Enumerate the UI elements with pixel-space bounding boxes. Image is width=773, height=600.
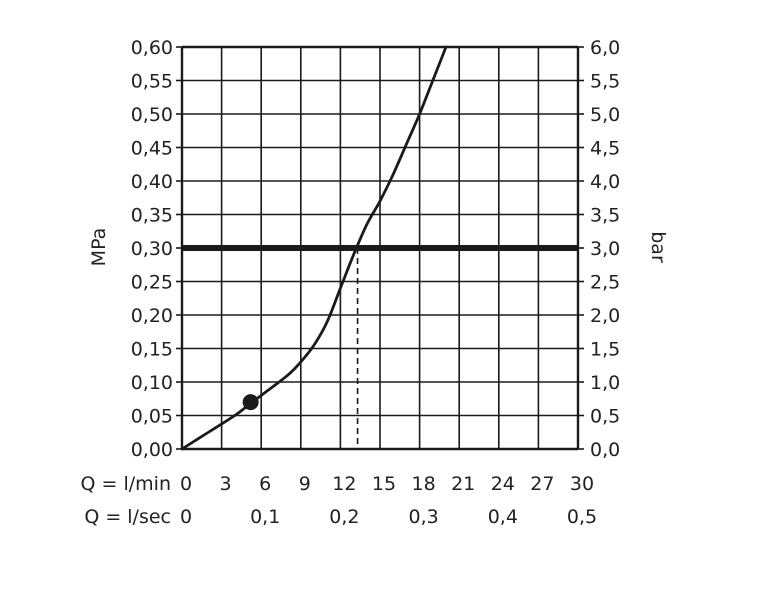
x-tick-label-lsec: 0,4	[488, 506, 518, 528]
x-tick-label-lmin: 9	[299, 473, 311, 495]
y-tick-label-left: 0,45	[131, 138, 173, 160]
y-tick-label-left: 0,10	[131, 372, 173, 394]
x-tick-label-lmin: 27	[530, 473, 554, 495]
y-tick-label-left: 0,40	[131, 171, 173, 193]
y-tick-label-left: 0,55	[131, 71, 173, 93]
curve-layer	[180, 45, 448, 451]
x-tick-label-lmin: 18	[412, 473, 436, 495]
tick-labels: 0,000,050,100,150,200,250,300,350,400,45…	[131, 37, 621, 528]
y-tick-label-left: 0,50	[131, 104, 173, 126]
y-tick-label-left: 0,05	[131, 406, 173, 428]
y-tick-label-left: 0,20	[131, 305, 173, 327]
y-axis-label-left: MPa	[88, 228, 110, 267]
x-tick-label-lmin: 21	[451, 473, 475, 495]
x-axis-label-lmin: Q = l/min	[81, 473, 171, 495]
y-tick-label-right: 3,0	[590, 238, 620, 260]
y-tick-label-right: 4,5	[590, 138, 620, 160]
x-tick-label-lmin: 0	[180, 473, 192, 495]
y-tick-label-left: 0,15	[131, 339, 173, 361]
x-tick-label-lsec: 0,3	[408, 506, 438, 528]
x-tick-label-lmin: 6	[259, 473, 271, 495]
y-tick-label-left: 0,00	[131, 439, 173, 461]
y-tick-label-right: 0,5	[590, 406, 620, 428]
reference-layer	[182, 245, 578, 449]
y-tick-label-left: 0,30	[131, 238, 173, 260]
y-tick-label-left: 0,25	[131, 272, 173, 294]
data-point-marker	[242, 394, 259, 411]
y-axis-label-right: bar	[647, 231, 669, 263]
y-tick-label-right: 3,5	[590, 205, 620, 227]
x-tick-label-lsec: 0,1	[250, 506, 280, 528]
x-tick-label-lmin: 12	[332, 473, 356, 495]
y-tick-label-right: 1,5	[590, 339, 620, 361]
x-tick-label-lsec: 0	[180, 506, 192, 528]
x-tick-label-lmin: 15	[372, 473, 396, 495]
y-tick-label-right: 6,0	[590, 37, 620, 59]
y-tick-label-left: 0,35	[131, 205, 173, 227]
x-tick-label-lsec: 0,5	[567, 506, 597, 528]
y-tick-label-right: 2,0	[590, 305, 620, 327]
y-tick-label-right: 2,5	[590, 272, 620, 294]
x-axis-label-lsec: Q = l/sec	[84, 506, 171, 528]
y-tick-label-right: 5,0	[590, 104, 620, 126]
x-tick-label-lsec: 0,2	[329, 506, 359, 528]
y-tick-label-right: 0,0	[590, 439, 620, 461]
y-tick-label-left: 0,60	[131, 37, 173, 59]
y-tick-label-right: 4,0	[590, 171, 620, 193]
y-tick-label-right: 5,5	[590, 71, 620, 93]
x-tick-label-lmin: 24	[491, 473, 515, 495]
x-tick-label-lmin: 3	[220, 473, 232, 495]
x-tick-label-lmin: 30	[570, 473, 594, 495]
y-tick-label-right: 1,0	[590, 372, 620, 394]
